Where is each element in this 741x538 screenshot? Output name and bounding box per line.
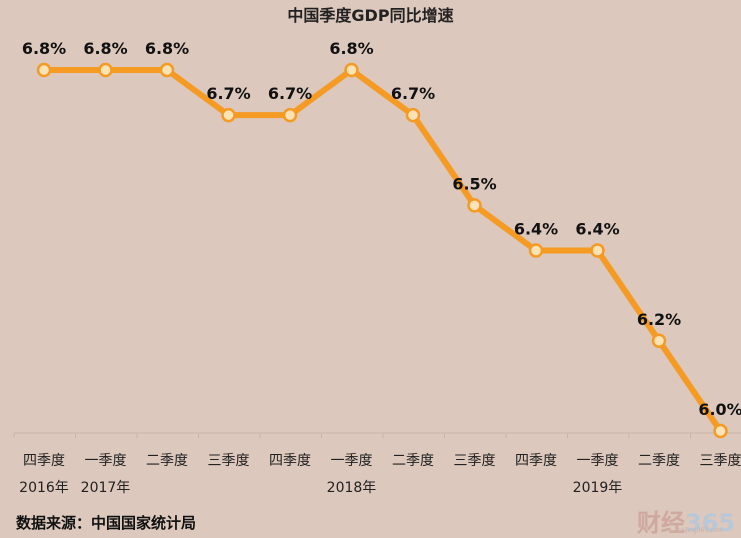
data-label: 6.8% (145, 39, 189, 58)
data-label: 6.7% (268, 84, 312, 103)
data-point (407, 109, 419, 121)
data-point (38, 64, 50, 76)
data-label: 6.8% (329, 39, 373, 58)
x-tick-label: 二季度 (146, 453, 188, 469)
gdp-growth-line (44, 70, 721, 431)
x-tick-label: 二季度 (638, 453, 680, 469)
year-label: 2018年 (327, 480, 377, 496)
x-tick-label: 三季度 (700, 453, 741, 469)
data-label: 6.4% (514, 220, 558, 239)
data-point (530, 245, 542, 257)
x-tick-label: 二季度 (392, 453, 434, 469)
data-point (100, 64, 112, 76)
x-tick-label: 一季度 (331, 453, 373, 469)
x-tick-label: 一季度 (577, 453, 619, 469)
data-label: 6.8% (22, 39, 66, 58)
x-tick-label: 四季度 (23, 453, 65, 469)
data-point (653, 335, 665, 347)
x-tick-label: 三季度 (208, 453, 250, 469)
data-point (346, 64, 358, 76)
x-tick-label: 三季度 (454, 453, 496, 469)
data-source-note: 数据来源：中国国家统计局 (16, 512, 196, 533)
data-point (161, 64, 173, 76)
data-point (223, 109, 235, 121)
year-label: 2016年 (19, 480, 69, 496)
x-tick-label: 四季度 (515, 453, 557, 469)
data-point (592, 245, 604, 257)
x-tick-label: 四季度 (269, 453, 311, 469)
x-tick-label: 一季度 (85, 453, 127, 469)
data-point (284, 109, 296, 121)
year-label: 2019年 (573, 480, 623, 496)
year-label: 2017年 (81, 480, 131, 496)
data-label: 6.8% (83, 39, 127, 58)
data-label: 6.2% (637, 310, 681, 329)
data-point (469, 199, 481, 211)
data-label: 6.7% (391, 84, 435, 103)
watermark-url: caijing365.com (677, 527, 723, 534)
data-label: 6.5% (452, 174, 496, 193)
data-point (715, 425, 727, 437)
data-label: 6.0% (698, 400, 741, 419)
data-label: 6.7% (206, 84, 250, 103)
data-label: 6.4% (575, 220, 619, 239)
